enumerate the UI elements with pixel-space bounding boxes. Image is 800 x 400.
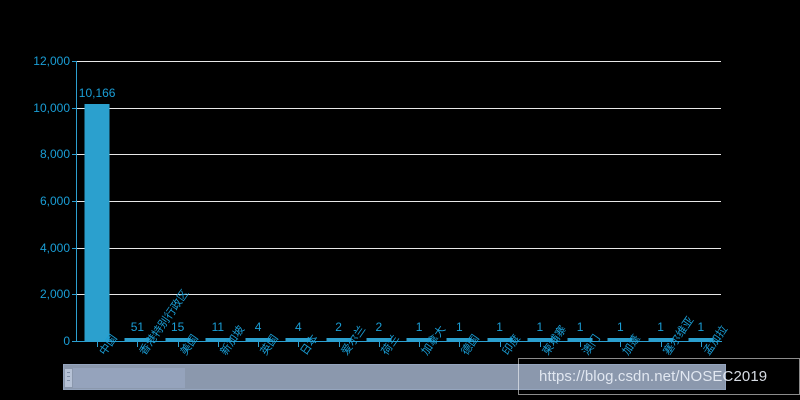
bar-slot: 1 [520, 61, 560, 341]
y-tick-mark [72, 61, 77, 62]
x-tick-mark [580, 342, 582, 347]
x-tick-mark [137, 342, 139, 347]
gridline [77, 247, 721, 249]
y-tick-mark [72, 107, 77, 109]
bar-series: 10,166 51 15 11 4 4 2 2 1 1 1 1 1 1 1 1 [77, 61, 721, 341]
bar-slot: 11 [198, 61, 238, 341]
bar-slot: 4 [278, 61, 318, 341]
bar[interactable] [245, 338, 271, 341]
bar-value-label: 51 [130, 320, 145, 334]
x-tick-mark [177, 342, 179, 347]
bar[interactable] [124, 338, 150, 341]
bar-value-label: 1 [657, 320, 664, 334]
bar[interactable] [487, 338, 513, 341]
bar-value-label: 1 [697, 320, 705, 334]
bar[interactable] [607, 338, 633, 341]
x-tick-mark [298, 342, 300, 347]
gridline [77, 61, 721, 62]
bar-value-label: 10,166 [78, 85, 116, 100]
gridline [77, 107, 721, 109]
bar[interactable] [446, 338, 472, 341]
plot-area [77, 61, 721, 341]
y-tick-label: 4,000 [39, 240, 70, 255]
x-tick-mark [97, 342, 99, 347]
bar-slot: 1 [641, 61, 681, 341]
x-axis-ticks: 中国 香港特别行政区 美国 新加坡 英国 日本 爱尔兰 荷兰 加拿大 德国 印度 柬埔寨 澳门 加蓬 塞尔维… [77, 288, 730, 400]
scrollbar-grip-icon[interactable] [65, 369, 72, 387]
bar-slot: 1 [399, 61, 439, 341]
bar-value-label: 2 [335, 320, 342, 334]
bar-value-label: 15 [170, 320, 185, 334]
watermark-box: https://blog.csdn.net/NOSEC2019 [518, 358, 800, 395]
bar[interactable] [567, 338, 593, 341]
bar[interactable] [205, 338, 231, 341]
x-tick-mark [419, 342, 421, 347]
bar[interactable] [165, 338, 191, 341]
x-tick-mark [258, 342, 260, 347]
y-tick-label: 6,000 [39, 194, 70, 208]
x-tick-mark [378, 342, 380, 347]
x-tick-mark [620, 342, 622, 347]
gridline [77, 154, 721, 156]
bar[interactable] [366, 338, 392, 341]
y-tick-mark [72, 294, 77, 296]
bar-value-label: 1 [536, 320, 544, 334]
bar-slot: 2 [319, 61, 359, 341]
x-tick-mark [499, 342, 501, 347]
bar-value-label: 4 [295, 320, 302, 334]
y-tick-mark [72, 341, 77, 342]
bar[interactable] [688, 338, 714, 341]
bar[interactable] [326, 338, 352, 341]
bar[interactable] [527, 338, 553, 341]
x-tick-mark [217, 342, 219, 347]
bar[interactable] [285, 338, 311, 341]
bar-slot: 2 [359, 61, 399, 341]
bar-slot: 4 [238, 61, 278, 341]
bar-slot: 1 [600, 61, 640, 341]
bar[interactable] [406, 338, 432, 341]
bar-slot: 10,166 [77, 61, 117, 341]
x-tick-mark [338, 342, 340, 347]
bar-value-label: 11 [211, 320, 225, 334]
bar-value-label: 1 [456, 320, 463, 334]
x-tick-mark [459, 342, 461, 347]
y-tick-mark [72, 201, 77, 202]
watermark-url: https://blog.csdn.net/NOSEC2019 [539, 368, 768, 385]
bar-value-label: 1 [496, 320, 503, 334]
bar-value-label: 1 [576, 320, 584, 334]
bar-value-label: 1 [415, 320, 423, 334]
y-tick-label: 8,000 [39, 147, 70, 162]
scrollbar-thumb[interactable] [73, 368, 185, 388]
x-tick-mark [539, 342, 541, 347]
bar-value-label: 2 [375, 320, 383, 334]
x-tick-mark [660, 342, 662, 347]
bar-value-label: 1 [617, 320, 624, 334]
bar-value-label: 4 [254, 320, 262, 334]
bar-slot: 15 [158, 61, 198, 341]
y-tick-label: 2,000 [39, 287, 70, 302]
x-axis-line [76, 341, 722, 342]
bar-slot: 1 [560, 61, 600, 341]
bar[interactable] [84, 103, 110, 341]
gridline [77, 294, 721, 296]
bar-slot: 1 [480, 61, 520, 341]
gridline [77, 201, 721, 202]
y-tick-label: 12,000 [33, 54, 70, 68]
x-tick-mark [700, 342, 702, 347]
y-tick-mark [72, 247, 77, 249]
bar-slot: 51 [117, 61, 157, 341]
bar-slot: 1 [681, 61, 721, 341]
y-tick-mark [72, 154, 77, 156]
bar[interactable] [648, 338, 674, 341]
y-tick-label: 0 [63, 334, 70, 348]
horizontal-scrollbar[interactable] [63, 364, 726, 390]
bar-slot: 1 [439, 61, 479, 341]
y-tick-label: 10,000 [33, 100, 70, 115]
